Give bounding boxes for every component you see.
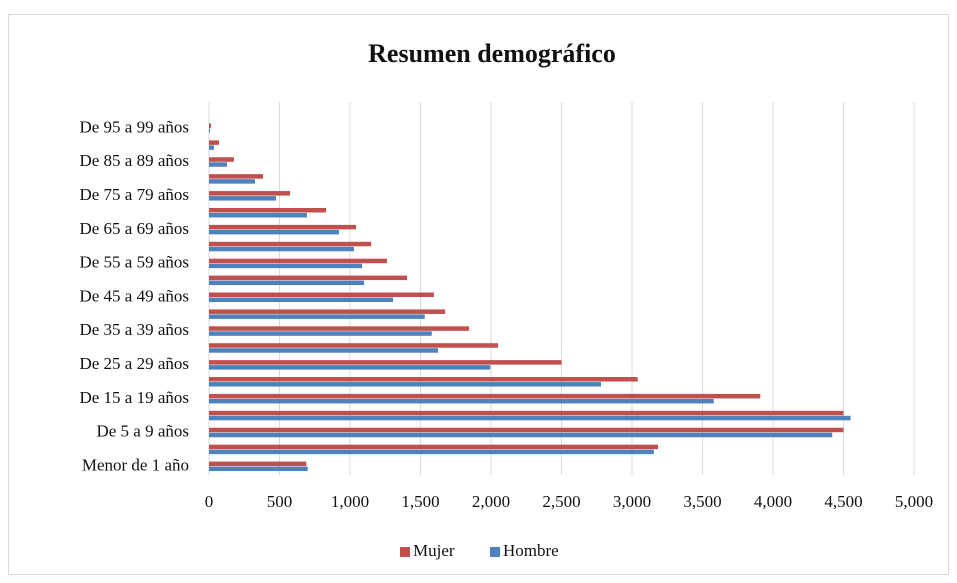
bar (209, 331, 432, 336)
bar (209, 140, 220, 145)
bar (209, 398, 714, 404)
bar (209, 162, 228, 167)
bar (209, 382, 601, 387)
bar (209, 246, 354, 252)
bar (209, 241, 372, 247)
x-tick-label: 0 (205, 492, 214, 511)
bar (209, 309, 446, 314)
x-tick-label: 500 (267, 492, 293, 511)
x-tick-label: 4,500 (824, 492, 862, 511)
y-tick-label: De 75 a 79 años (79, 185, 189, 204)
legend-label: Hombre (503, 541, 559, 560)
bar (209, 466, 308, 472)
bar (209, 212, 307, 218)
bar (209, 360, 562, 365)
bar (209, 449, 654, 455)
bar (209, 145, 214, 150)
bar (209, 461, 307, 467)
y-tick-label: De 95 a 99 años (79, 117, 189, 136)
bar (209, 275, 408, 281)
y-tick-label: De 5 a 9 años (96, 422, 189, 441)
x-tick-label: 3,500 (683, 492, 721, 511)
chart-border (8, 14, 949, 575)
x-tick-label: 1,000 (331, 492, 369, 511)
bar (209, 292, 434, 297)
bar (209, 207, 327, 213)
bar (209, 157, 234, 162)
y-tick-label: De 15 a 19 años (79, 388, 189, 407)
y-tick-label: De 45 a 49 años (79, 286, 189, 305)
bar (209, 314, 425, 319)
x-tick-label: 5,000 (895, 492, 933, 511)
y-tick-label: Menor de 1 año (82, 455, 189, 474)
chart-title: Resumen demográfico (368, 39, 616, 68)
bar (209, 427, 844, 433)
bar (209, 196, 276, 201)
x-tick-label: 1,500 (401, 492, 439, 511)
bar (209, 280, 365, 286)
bar (209, 263, 362, 269)
bar (209, 326, 470, 331)
bar (209, 128, 210, 133)
bar (209, 123, 211, 128)
y-tick-label: De 55 a 59 años (79, 253, 189, 272)
legend-swatch (490, 547, 500, 557)
x-tick-label: 2,500 (542, 492, 580, 511)
bar (209, 179, 255, 184)
bar (209, 377, 638, 382)
bar (209, 393, 761, 399)
bar (209, 432, 833, 438)
x-tick-label: 3,000 (613, 492, 651, 511)
bar (209, 229, 340, 235)
bar (209, 348, 439, 353)
legend-label: Mujer (413, 541, 455, 560)
bar (209, 297, 394, 302)
bar (209, 444, 659, 450)
x-tick-label: 4,000 (754, 492, 792, 511)
bar (209, 224, 357, 230)
bar (209, 258, 387, 264)
y-tick-label: De 65 a 69 años (79, 219, 189, 238)
bar (209, 343, 499, 348)
y-tick-label: De 35 a 39 años (79, 320, 189, 339)
legend-swatch (400, 547, 410, 557)
bar (209, 410, 844, 416)
bar (209, 365, 491, 370)
y-tick-label: De 25 a 29 años (79, 354, 189, 373)
y-tick-label: De 85 a 89 años (79, 151, 189, 170)
x-tick-label: 2,000 (472, 492, 510, 511)
bar (209, 191, 291, 196)
bar (209, 415, 851, 421)
bar (209, 174, 264, 179)
